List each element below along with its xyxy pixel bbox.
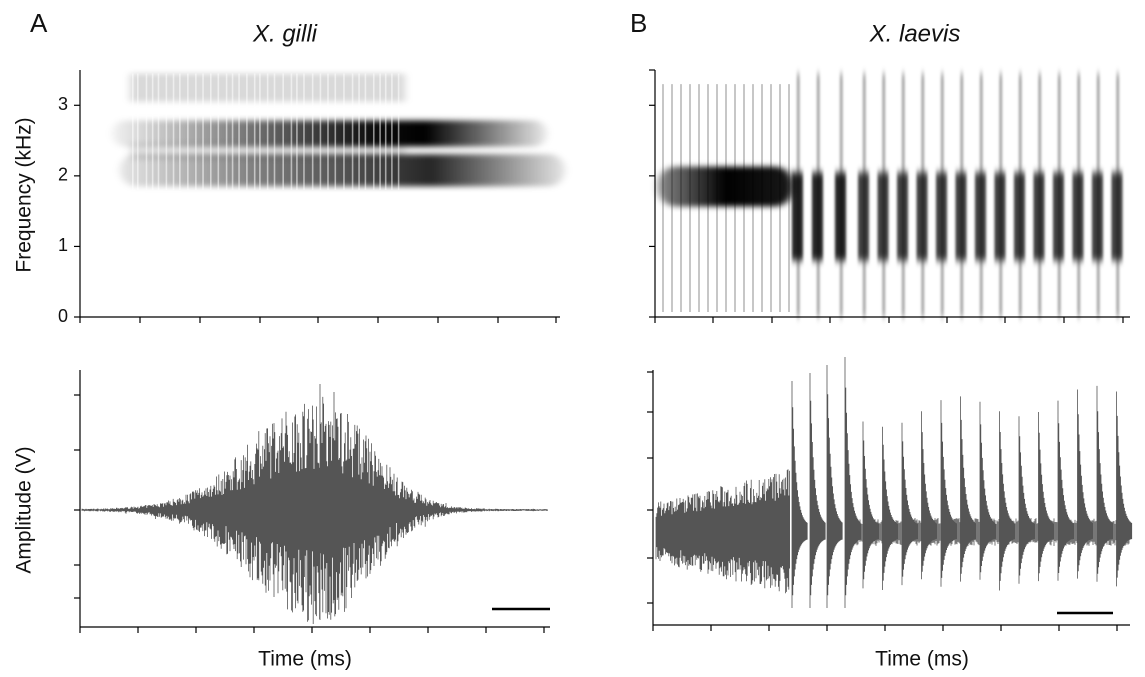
spectral-stripe — [259, 73, 261, 190]
spectral-stripe — [266, 73, 269, 190]
spectral-band — [658, 166, 793, 207]
pulse-stripe — [662, 84, 664, 312]
spectral-stripe — [379, 73, 381, 190]
pulse-core — [792, 172, 803, 261]
spectral-stripe — [172, 73, 175, 190]
pulse-core — [1092, 172, 1103, 261]
spectral-stripe — [351, 73, 354, 190]
spectral-stripe — [358, 73, 360, 190]
pulse-stripe — [716, 84, 718, 312]
waveform-trace — [81, 384, 548, 624]
pulse-stripe — [770, 84, 772, 312]
panel-label: A — [30, 8, 48, 38]
spectral-stripe — [334, 73, 337, 190]
pulse-stripe — [680, 84, 682, 312]
x-axis-label: Time (ms) — [258, 648, 352, 671]
pulse-core — [897, 172, 908, 261]
pulse-stripe — [725, 84, 727, 312]
pulse-core — [812, 172, 823, 261]
pulse-stripe — [779, 84, 781, 312]
pulse-core — [877, 172, 889, 261]
spectral-stripe — [137, 73, 139, 190]
y-tick-label: 1 — [58, 235, 68, 255]
pulse-stripe — [707, 84, 709, 312]
pulse-stripe — [671, 84, 673, 312]
spectral-stripe — [391, 73, 393, 190]
panel-label: B — [630, 8, 647, 38]
y-tick-label: 0 — [58, 306, 68, 326]
spectral-stripe — [282, 73, 284, 190]
spectral-stripe — [151, 73, 154, 190]
spectral-stripe — [296, 73, 298, 190]
pulse-stripe — [734, 84, 736, 312]
spectral-stripe — [290, 73, 293, 190]
spectral-stripe — [238, 73, 240, 190]
waveform-trace — [655, 357, 1133, 608]
spectral-stripe — [202, 73, 204, 190]
panel — [74, 370, 550, 633]
spectral-stripe — [157, 73, 160, 190]
panel-title: X. gilli — [252, 20, 318, 47]
pulse-core — [1053, 172, 1064, 261]
pulse-stripe — [698, 84, 700, 312]
spectral-stripe — [246, 73, 248, 190]
pulse-stripe — [761, 84, 763, 312]
spectral-stripe — [311, 73, 314, 190]
pulse-core — [936, 172, 947, 261]
pulse-stripe — [743, 84, 745, 312]
pulses — [792, 73, 1123, 318]
pulse-stripe — [752, 84, 754, 312]
pulse-core — [1072, 172, 1084, 261]
spectral-stripe — [384, 73, 387, 190]
panel: 0 1 2 3 — [58, 70, 565, 326]
pulse-core — [1033, 172, 1045, 261]
y-axis-label: Frequency (kHz) — [13, 117, 36, 272]
x-axis-label: Time (ms) — [875, 648, 969, 671]
pulse-core — [994, 172, 1006, 261]
spectral-stripe — [209, 73, 212, 190]
pulse-core — [975, 172, 986, 261]
pulse-core — [835, 172, 846, 261]
spectral-band — [120, 154, 565, 187]
spectral-stripe — [132, 73, 134, 190]
pulse-stripe — [788, 84, 790, 312]
spectral-stripe — [187, 73, 189, 190]
spectral-stripe — [273, 73, 276, 190]
spectral-stripe — [225, 73, 228, 190]
spectral-stripe — [231, 73, 234, 190]
spectral-stripe — [372, 73, 375, 190]
y-tick-label: 2 — [58, 165, 68, 185]
y-axis-label: Amplitude (V) — [13, 446, 36, 573]
spectral-stripe — [179, 73, 181, 190]
spectral-stripe — [364, 73, 367, 190]
pulse-core — [1014, 172, 1025, 261]
panel — [647, 357, 1133, 631]
y-tick-label: 3 — [58, 94, 68, 114]
panel-title: X. laevis — [869, 20, 961, 47]
spectral-stripe — [327, 73, 329, 190]
spectral-stripe — [303, 73, 305, 190]
spectral-stripe — [397, 73, 400, 190]
spectral-stripe — [253, 73, 256, 190]
spectral-stripe — [165, 73, 168, 190]
pulse-core — [858, 172, 869, 261]
pulse-stripe — [689, 84, 691, 312]
spectral-band — [112, 120, 547, 147]
spectral-stripe — [319, 73, 322, 190]
spectral-stripe — [195, 73, 197, 190]
pulse-core — [955, 172, 967, 261]
spectral-stripe — [145, 73, 148, 190]
panel — [649, 69, 1130, 323]
pulse-core — [916, 172, 928, 261]
spectral-stripe — [217, 73, 220, 190]
spectrogram — [112, 73, 565, 187]
spectrogram — [658, 166, 793, 207]
pulse-core — [1111, 172, 1123, 261]
spectral-stripe — [343, 73, 345, 190]
